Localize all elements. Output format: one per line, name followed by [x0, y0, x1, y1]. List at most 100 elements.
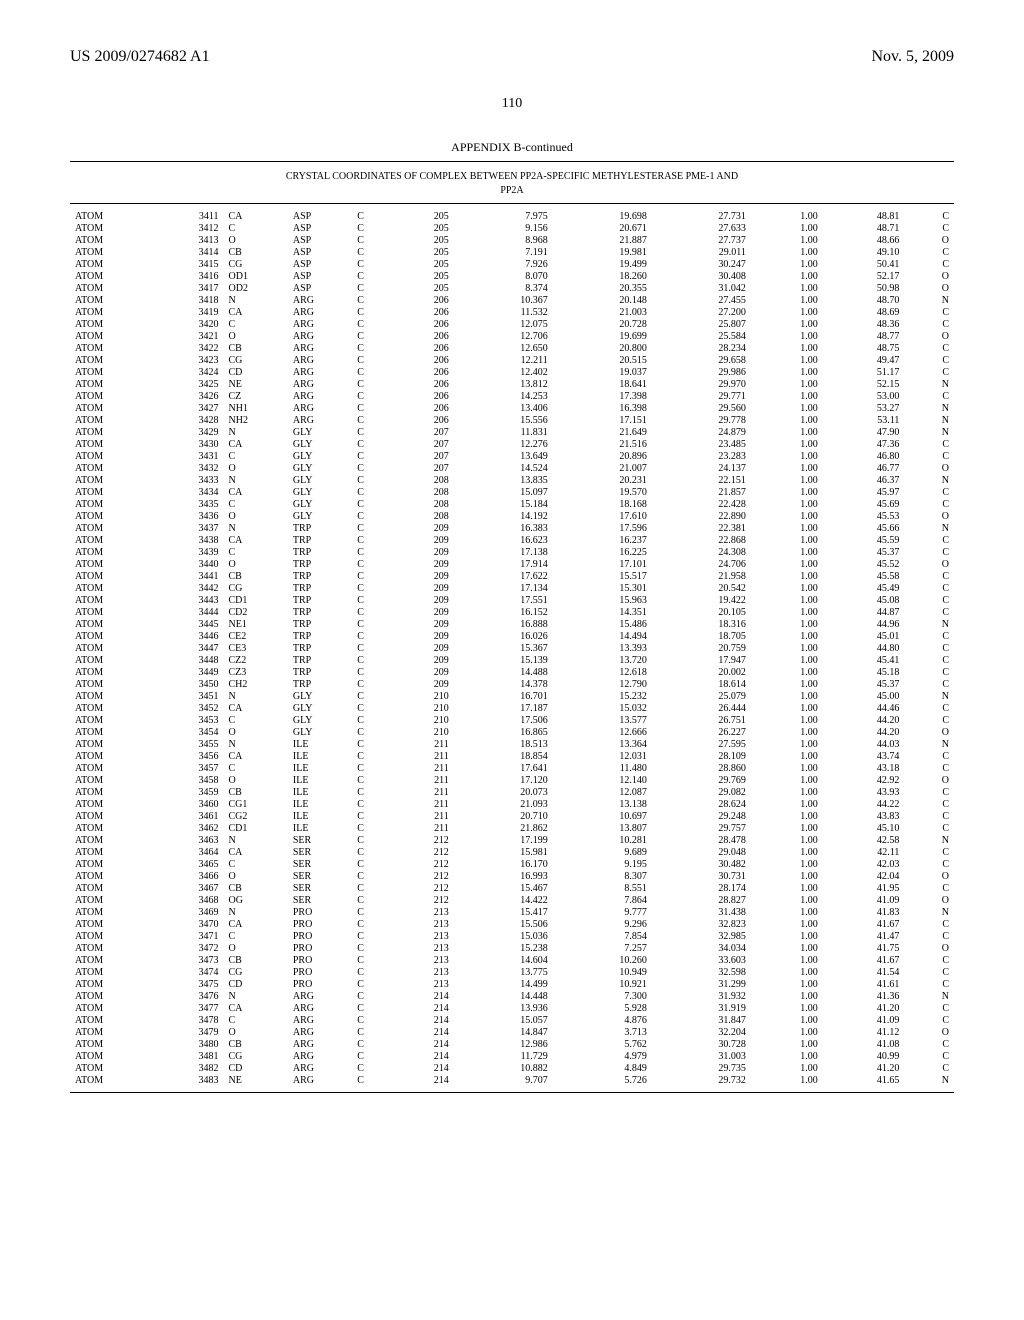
table-cell: 24.137 [652, 462, 751, 474]
table-cell: 3479 [152, 1026, 224, 1038]
table-cell: 9.707 [454, 1074, 553, 1086]
table-cell: 15.556 [454, 414, 553, 426]
table-cell: 29.011 [652, 246, 751, 258]
table-cell: CB [224, 570, 288, 582]
table-cell: 15.981 [454, 846, 553, 858]
table-cell: 22.151 [652, 474, 751, 486]
table-cell: 1.00 [751, 234, 823, 246]
table-cell: 12.031 [553, 750, 652, 762]
table-cell: CB [224, 954, 288, 966]
table-cell: ATOM [70, 810, 152, 822]
table-cell: 29.732 [652, 1074, 751, 1086]
table-row: ATOM3471CPROC21315.0367.85432.9851.0041.… [70, 930, 954, 942]
table-cell: ATOM [70, 390, 152, 402]
table-cell: O [904, 894, 954, 906]
table-cell: ATOM [70, 246, 152, 258]
table-cell: 16.170 [454, 858, 553, 870]
table-cell: 206 [392, 330, 454, 342]
table-cell: 3466 [152, 870, 224, 882]
table-cell: 1.00 [751, 678, 823, 690]
table-cell: 41.20 [823, 1002, 905, 1014]
table-cell: 3437 [152, 522, 224, 534]
table-cell: 30.408 [652, 270, 751, 282]
table-cell: 18.854 [454, 750, 553, 762]
table-cell: ATOM [70, 678, 152, 690]
table-cell: 29.757 [652, 822, 751, 834]
table-cell: 211 [392, 822, 454, 834]
table-cell: 1.00 [751, 1050, 823, 1062]
table-row: ATOM3443CD1TRPC20917.55115.96319.4221.00… [70, 594, 954, 606]
table-row: ATOM3423CGARGC20612.21120.51529.6581.004… [70, 354, 954, 366]
table-cell: ATOM [70, 1014, 152, 1026]
table-cell: CG [224, 966, 288, 978]
table-cell: 43.93 [823, 786, 905, 798]
table-cell: 3443 [152, 594, 224, 606]
table-cell: O [224, 510, 288, 522]
publication-date: Nov. 5, 2009 [871, 48, 954, 66]
coordinate-table: ATOM3411CAASPC2057.97519.69827.7311.0048… [70, 210, 954, 1086]
table-cell: N [904, 906, 954, 918]
table-cell: 47.90 [823, 426, 905, 438]
table-cell: 19.698 [553, 210, 652, 222]
table-row: ATOM3474CGPROC21313.77510.94932.5981.004… [70, 966, 954, 978]
table-cell: CD1 [224, 822, 288, 834]
table-cell: N [224, 474, 288, 486]
table-cell: 7.864 [553, 894, 652, 906]
table-cell: O [904, 330, 954, 342]
table-cell: C [352, 486, 392, 498]
table-cell: 3473 [152, 954, 224, 966]
table-cell: C [352, 738, 392, 750]
table-cell: ATOM [70, 534, 152, 546]
table-cell: 5.726 [553, 1074, 652, 1086]
table-cell: 14.524 [454, 462, 553, 474]
table-row: ATOM3434CAGLYC20815.09719.57021.8571.004… [70, 486, 954, 498]
table-cell: 1.00 [751, 210, 823, 222]
table-row: ATOM3461CG2ILEC21120.71010.69729.2481.00… [70, 810, 954, 822]
table-row: ATOM3428NH2ARGC20615.55617.15129.7781.00… [70, 414, 954, 426]
table-cell: 20.728 [553, 318, 652, 330]
table-cell: 45.49 [823, 582, 905, 594]
table-cell: SER [288, 858, 352, 870]
table-cell: 45.97 [823, 486, 905, 498]
table-cell: ATOM [70, 774, 152, 786]
table-cell: TRP [288, 606, 352, 618]
table-cell: 48.81 [823, 210, 905, 222]
table-cell: 3453 [152, 714, 224, 726]
table-cell: N [904, 414, 954, 426]
table-cell: 17.199 [454, 834, 553, 846]
table-cell: 18.168 [553, 498, 652, 510]
table-cell: 1.00 [751, 966, 823, 978]
table-row: ATOM3417OD2ASPC2058.37420.35531.0421.005… [70, 282, 954, 294]
table-row: ATOM3468OGSERC21214.4227.86428.8271.0041… [70, 894, 954, 906]
table-row: ATOM3414CBASPC2057.19119.98129.0111.0049… [70, 246, 954, 258]
table-row: ATOM3449CZ3TRPC20914.48812.61820.0021.00… [70, 666, 954, 678]
table-cell: 41.67 [823, 918, 905, 930]
table-cell: C [352, 834, 392, 846]
table-cell: 5.928 [553, 1002, 652, 1014]
table-cell: 205 [392, 234, 454, 246]
table-cell: 29.658 [652, 354, 751, 366]
table-cell: 27.595 [652, 738, 751, 750]
table-cell: 1.00 [751, 474, 823, 486]
table-cell: 41.36 [823, 990, 905, 1002]
table-cell: ATOM [70, 558, 152, 570]
table-cell: 208 [392, 474, 454, 486]
table-cell: 211 [392, 786, 454, 798]
table-cell: 3455 [152, 738, 224, 750]
table-cell: C [904, 498, 954, 510]
table-cell: 7.975 [454, 210, 553, 222]
table-cell: ATOM [70, 630, 152, 642]
table-cell: C [904, 678, 954, 690]
table-cell: C [352, 678, 392, 690]
table-cell: 31.438 [652, 906, 751, 918]
table-cell: ATOM [70, 954, 152, 966]
table-cell: 43.83 [823, 810, 905, 822]
table-cell: 19.981 [553, 246, 652, 258]
table-cell: TRP [288, 534, 352, 546]
table-cell: 45.69 [823, 498, 905, 510]
table-cell: 209 [392, 630, 454, 642]
table-cell: CG1 [224, 798, 288, 810]
table-cell: 1.00 [751, 510, 823, 522]
table-cell: 209 [392, 606, 454, 618]
table-cell: 27.737 [652, 234, 751, 246]
